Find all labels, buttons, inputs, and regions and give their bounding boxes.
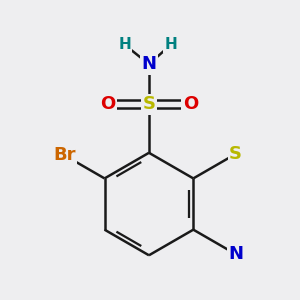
Text: S: S (142, 95, 155, 113)
Text: Br: Br (53, 146, 76, 164)
Text: H: H (118, 37, 131, 52)
Text: O: O (183, 95, 198, 113)
Text: S: S (229, 145, 242, 163)
Text: N: N (141, 55, 156, 73)
Text: N: N (228, 245, 243, 263)
Text: H: H (164, 37, 177, 52)
Text: O: O (100, 95, 115, 113)
